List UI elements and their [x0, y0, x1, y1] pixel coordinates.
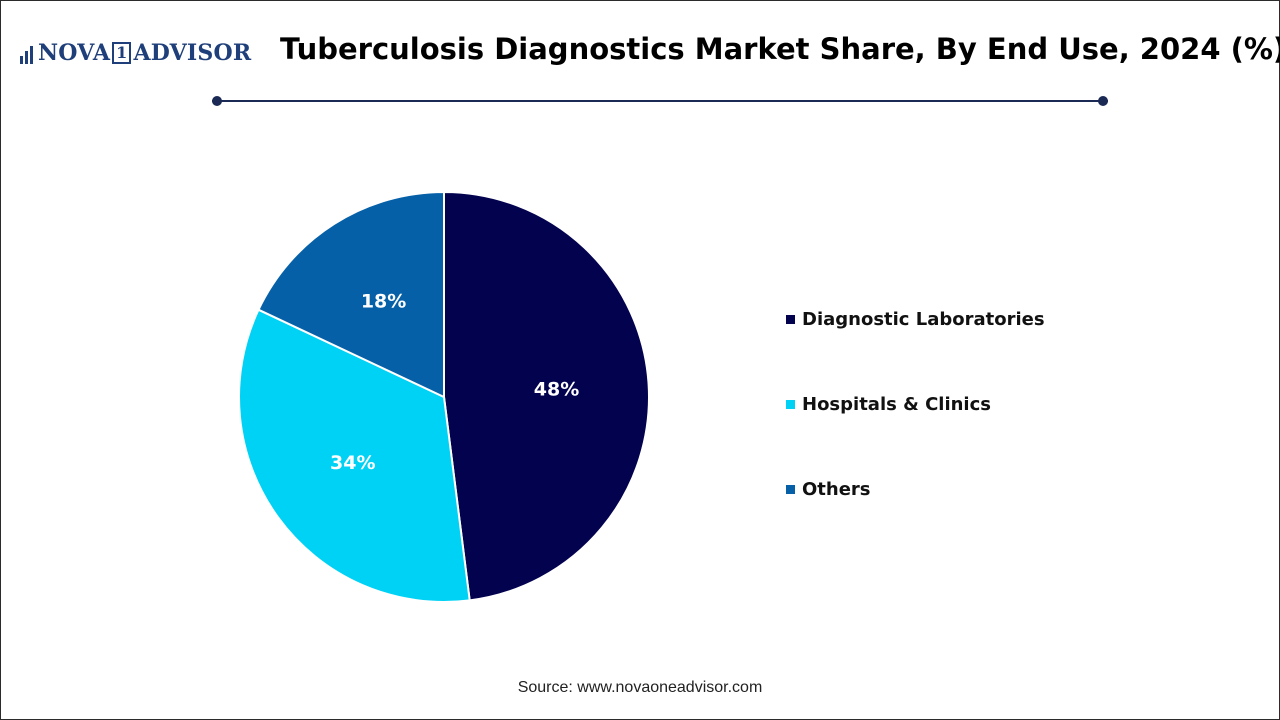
slice-data-label: 18% [361, 290, 406, 312]
slice-data-label: 48% [534, 378, 579, 400]
legend-swatch [786, 399, 795, 409]
legend-label: Diagnostic Laboratories [802, 308, 1045, 330]
divider-dot-right [1098, 96, 1108, 106]
divider-dot-left [212, 96, 222, 106]
legend-item: Hospitals & Clinics [786, 390, 1045, 418]
chart-title: Tuberculosis Diagnostics Market Share, B… [280, 32, 1280, 66]
logo-digit: 1 [112, 42, 132, 64]
legend-item: Diagnostic Laboratories [786, 305, 1045, 333]
legend-swatch [786, 484, 795, 494]
logo-bars-icon [20, 42, 35, 64]
legend-label: Hospitals & Clinics [802, 393, 991, 415]
chart-legend: Diagnostic Laboratories Hospitals & Clini… [786, 305, 1045, 560]
logo-prefix: NOVA [38, 40, 111, 66]
divider-line [212, 100, 1108, 102]
pie-slice-diagnostic-laboratories [443, 190, 650, 602]
title-divider [212, 96, 1108, 106]
pie-slice-others [257, 190, 445, 399]
slice-data-label: 34% [330, 452, 375, 474]
legend-swatch [786, 314, 795, 324]
brand-logo: NOVA 1 ADVISOR [20, 36, 251, 70]
logo-text: NOVA 1 ADVISOR [38, 40, 251, 66]
legend-item: Others [786, 475, 1045, 503]
legend-label: Others [802, 478, 871, 500]
logo-suffix: ADVISOR [133, 40, 252, 66]
source-note: Source: www.novaoneadvisor.com [517, 679, 763, 696]
